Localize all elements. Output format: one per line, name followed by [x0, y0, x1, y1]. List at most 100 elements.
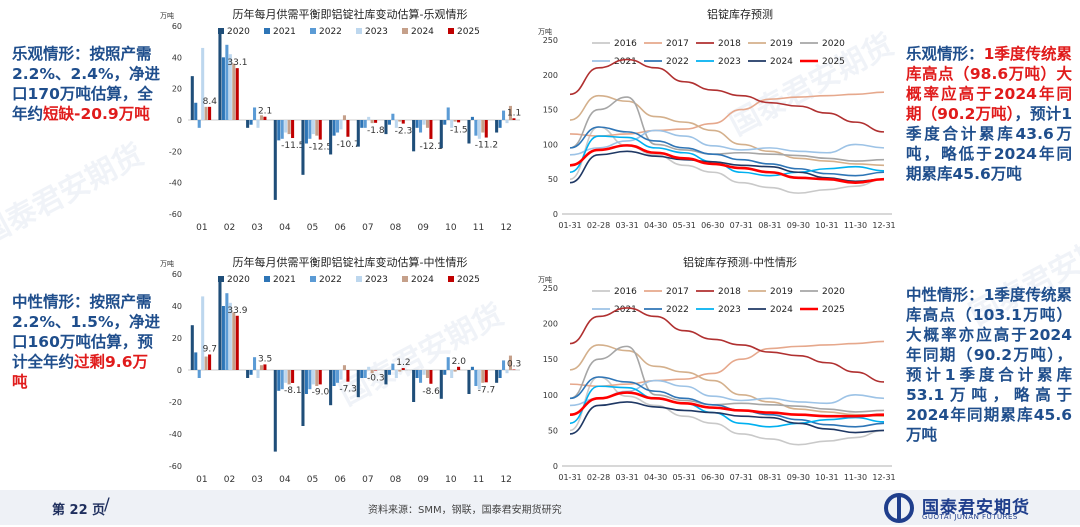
series-line	[569, 385, 885, 428]
bar	[401, 368, 405, 370]
series-line	[569, 126, 885, 194]
series-line	[569, 340, 885, 388]
x-tick-label: 10	[445, 475, 457, 485]
bar	[439, 120, 443, 149]
bar	[194, 102, 198, 120]
series-line	[569, 391, 885, 418]
bar	[232, 312, 236, 370]
bar	[508, 105, 512, 120]
y-tick-label: 20	[172, 85, 182, 94]
data-label: 1.2	[396, 358, 410, 368]
bar	[304, 370, 308, 394]
chart-title: 铝锭库存预测-中性情形	[683, 255, 797, 269]
series-line	[569, 376, 885, 428]
series-line	[569, 345, 885, 413]
bar	[208, 354, 212, 370]
bar	[342, 365, 346, 370]
legend-label: 2025	[457, 275, 480, 285]
y-tick-label: 250	[543, 284, 558, 293]
series-line	[569, 144, 885, 184]
page-divider: /	[104, 495, 110, 515]
bar	[398, 370, 402, 372]
x-tick-label: 08-31	[758, 473, 781, 482]
y-tick-label: 50	[548, 426, 558, 435]
bar	[259, 365, 263, 370]
x-tick-label: 12-31	[872, 473, 895, 482]
bar	[374, 370, 378, 371]
bar	[190, 325, 194, 370]
legend-label: 2020	[227, 275, 250, 285]
bar	[287, 120, 291, 135]
legend-label: 2021	[273, 27, 296, 37]
chart-title: 历年每月供需平衡即铝锭社库变动估算-中性情形	[233, 255, 468, 269]
legend-label: 2023	[365, 27, 388, 37]
x-tick-label: 03	[251, 475, 262, 485]
bar	[419, 120, 423, 133]
bar	[508, 355, 512, 370]
y-tick-label: 0	[553, 210, 558, 219]
bar	[429, 370, 433, 384]
bar	[197, 370, 201, 378]
bar	[360, 370, 364, 378]
y-tick-label: 40	[172, 53, 182, 62]
bar	[221, 57, 225, 120]
y-tick-label: 0	[177, 116, 182, 125]
data-label: 0.3	[507, 360, 521, 370]
y-tick-label: 200	[543, 71, 558, 80]
bar	[356, 370, 360, 398]
x-tick-label: 12	[500, 223, 511, 233]
x-tick-label: 11-30	[844, 473, 867, 482]
bar	[505, 120, 509, 124]
bar	[415, 120, 419, 128]
legend-swatch	[310, 28, 316, 34]
bar	[256, 120, 260, 128]
chart-title: 铝锭库存预测	[707, 7, 773, 21]
footer: 第 22 页 / 资料来源：SMM，钢联，国泰君安期货研究 国泰君安期货 GUO…	[0, 490, 1080, 525]
bar	[263, 364, 267, 370]
bar	[457, 120, 461, 123]
x-tick-label: 04	[279, 475, 291, 485]
data-label: 3.5	[258, 354, 272, 364]
bar	[246, 120, 250, 128]
bar	[318, 120, 322, 140]
bar	[512, 118, 516, 120]
data-label: -7.3	[339, 385, 357, 395]
bar	[512, 369, 516, 371]
bar	[311, 120, 315, 135]
bar	[301, 120, 305, 175]
legend-label: 2025	[457, 27, 480, 37]
bar	[446, 107, 450, 120]
legend-label: 2022	[666, 57, 689, 67]
data-label: -9.0	[312, 387, 330, 397]
series-line	[569, 94, 885, 167]
x-tick-label: 02	[224, 475, 235, 485]
bar	[470, 116, 474, 120]
unit-label: 万吨	[160, 11, 174, 20]
data-label: -0.3	[367, 373, 385, 383]
bar	[363, 370, 367, 378]
bar	[259, 115, 263, 120]
data-label: -12.5	[309, 143, 332, 153]
series-line	[569, 126, 885, 177]
x-tick-label: 01-31	[558, 473, 581, 482]
bar	[232, 63, 236, 120]
bar	[332, 120, 336, 136]
bar	[308, 370, 312, 390]
bar	[370, 370, 374, 374]
bar	[346, 370, 350, 382]
bar	[225, 44, 229, 120]
data-label: -11.2	[475, 141, 498, 151]
summary-highlight: 1季度传统累库高点（98.6万吨）大概率应高于2024年同期（90.2万吨）	[906, 45, 1072, 123]
bar	[384, 370, 388, 385]
y-tick-label: -60	[169, 462, 182, 471]
unit-label: 万吨	[538, 27, 552, 36]
x-tick-label: 09-30	[787, 221, 810, 230]
data-label: -10.7	[336, 140, 359, 150]
unit-label: 万吨	[538, 275, 552, 284]
bar	[429, 120, 433, 139]
bar	[484, 370, 488, 383]
series-line	[569, 401, 885, 435]
summary-text: 中性情形：1季度传统累库高点（103.1万吨）大概率亦应高于2024年同期（90…	[906, 286, 1072, 444]
bar	[474, 370, 478, 386]
